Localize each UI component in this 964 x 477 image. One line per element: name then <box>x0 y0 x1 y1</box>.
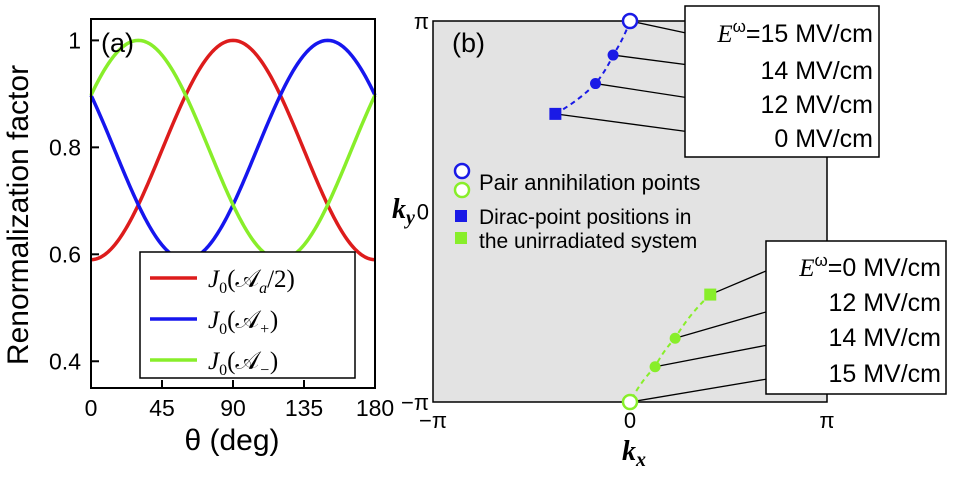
top-box-label-3: 0 MV/cm <box>774 125 873 153</box>
kx-tick-label: −π <box>419 408 447 433</box>
plot-curves <box>89 38 377 262</box>
kx-tick-label: π <box>819 408 834 433</box>
ky-tick-label: −π <box>401 390 429 415</box>
y-tick-label: 0.4 <box>49 348 81 374</box>
annihilation-point <box>621 12 639 30</box>
top-box-label-1: 14 MV/cm <box>760 57 873 85</box>
x-tick-label: 180 <box>356 395 394 421</box>
top-box-label-0: Eω=15 MV/cm <box>716 17 873 48</box>
bottom-label-box: Eω=0 MV/cm 12 MV/cm 14 MV/cm 15 MV/cm <box>765 240 947 395</box>
legend-open-circle-blue <box>453 162 471 180</box>
svg-text:kx: kx <box>622 436 646 471</box>
top-box-label-2: 12 MV/cm <box>760 91 873 119</box>
legend: J0(𝒜a/2) J0(𝒜+) J0(𝒜−) <box>139 251 356 379</box>
kx-tick-label: 0 <box>624 408 636 433</box>
y-tick-label: 1 <box>68 27 81 53</box>
legend-dirac-line2: the unirradiated system <box>479 230 697 253</box>
x-axis-label: θ (deg) <box>184 424 279 457</box>
kx-label-sub: x <box>635 449 646 471</box>
legend-open-circle-green <box>453 181 471 199</box>
series-line <box>90 38 376 262</box>
series-line <box>89 38 377 262</box>
legend-label: J0(𝒜−) <box>208 348 278 379</box>
bottom-box-label-1: 12 MV/cm <box>828 289 941 317</box>
trajectory-line <box>629 293 711 403</box>
y-tick-label: 0.6 <box>49 241 81 267</box>
legend-label: J0(𝒜+) <box>208 307 278 338</box>
b-axis-ticks: −π 0 π −π 0 π <box>401 9 835 433</box>
panel-a: Renormalization factor 0.4 0.6 0.8 1 0 45 90 1… <box>2 18 394 457</box>
x-tick-label: 90 <box>220 395 246 421</box>
legend-pair-annihilation: Pair annihilation points <box>479 170 700 195</box>
trajectory-point <box>669 332 681 344</box>
x-tick-label: 0 <box>85 395 98 421</box>
legend-square-green <box>455 232 467 244</box>
leader-line <box>629 20 687 34</box>
ky-tick-label: π <box>414 9 429 34</box>
bottom-box-label-3: 15 MV/cm <box>828 360 941 388</box>
series-line <box>89 38 377 262</box>
legend-dirac-line1: Dirac-point positions in <box>479 206 691 229</box>
legend-square-blue <box>455 210 467 222</box>
trajectory-point <box>607 49 619 61</box>
trajectory-point <box>590 78 602 90</box>
panel-label-b: (b) <box>452 28 485 58</box>
top-box-frame <box>684 5 880 158</box>
y-axis-label: Renormalization factor <box>2 65 35 365</box>
kx-label-main: k <box>622 436 636 467</box>
y-tick-label: 0.8 <box>49 134 81 160</box>
panel-label-a: (a) <box>101 28 134 58</box>
x-tick-label: 45 <box>149 395 175 421</box>
dirac-point-marker <box>549 107 562 120</box>
leader-line <box>710 267 774 296</box>
y-ticks: 0.4 0.6 0.8 1 <box>49 27 99 374</box>
x-ticks: 0 45 90 135 180 <box>85 380 394 421</box>
bottom-box-label-2: 14 MV/cm <box>828 324 941 352</box>
panel-b: (b) −π 0 π−π0π ky kx Eω=15 MV/cm 14 MV/cm … <box>392 5 947 471</box>
x-tick-label: 135 <box>285 395 323 421</box>
ky-tick-label: 0 <box>417 200 429 225</box>
svg-text:ky: ky <box>392 194 415 229</box>
plot-frame-a <box>90 18 376 389</box>
trajectory-point <box>649 361 661 373</box>
marker-legend: Pair annihilation points Dirac-point pos… <box>453 162 700 253</box>
trajectory-line <box>554 20 631 115</box>
ky-label-sub: y <box>404 207 415 229</box>
ky-label-main: k <box>392 194 406 225</box>
trajectories <box>549 12 717 411</box>
legend-frame <box>139 251 356 379</box>
top-label-box: Eω=15 MV/cm 14 MV/cm 12 MV/cm 0 MV/cm <box>684 5 880 158</box>
bottom-box-label-0: Eω=0 MV/cm <box>798 251 941 282</box>
bottom-box-frame <box>765 240 947 395</box>
annihilation-point <box>621 393 639 411</box>
dirac-point-marker <box>704 288 717 301</box>
legend-label: J0(𝒜a/2) <box>208 266 295 297</box>
